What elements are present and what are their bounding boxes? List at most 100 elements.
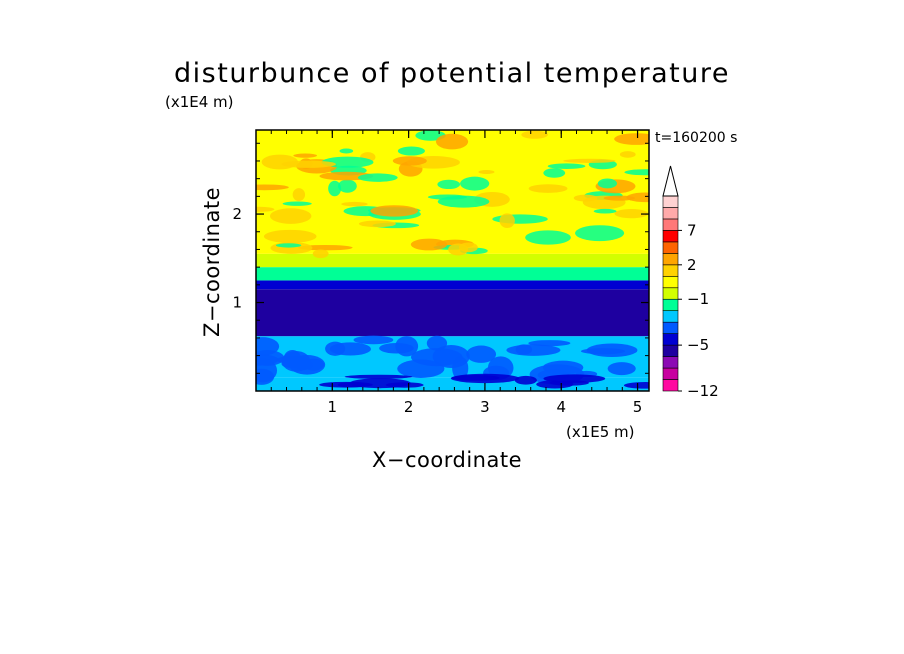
contour-blob-upper	[614, 133, 649, 145]
colorbar-swatch	[662, 241, 679, 254]
contour-blob-upper	[460, 176, 490, 191]
contour-blob-upper	[269, 208, 312, 224]
colorbar-swatch	[662, 207, 679, 220]
contour-blob-upper	[525, 230, 571, 245]
colorbar-swatch	[662, 367, 679, 380]
contour-blob-upper	[614, 208, 649, 219]
contour-blob-surface	[344, 374, 413, 379]
contour-band-2	[256, 289, 649, 337]
contour-blob-upper	[328, 180, 342, 197]
contour-blob-upper	[458, 242, 478, 253]
contour-blob-surface	[543, 374, 606, 383]
contour-blob-upper	[410, 238, 448, 251]
y-tick-label: 2	[232, 205, 242, 223]
x-tick-label: 4	[556, 398, 566, 416]
contour-blob-upper	[339, 148, 354, 154]
plot-frame	[255, 129, 650, 392]
colorbar-swatch	[662, 310, 679, 323]
contour-blob-lower	[426, 335, 448, 351]
contour-blob-upper	[543, 168, 566, 178]
contour-blob-upper	[341, 201, 368, 207]
contour-blob-upper	[593, 208, 617, 214]
colorbar-swatch	[662, 298, 679, 312]
contour-blob-upper	[312, 249, 329, 259]
contour-blob-upper	[521, 130, 548, 139]
y-tick-label: 1	[232, 294, 242, 312]
colorbar-swatch	[662, 379, 679, 392]
contour-blob-upper	[338, 179, 357, 193]
colorbar-label: −1	[687, 290, 709, 308]
colorbar: −12−5−127	[662, 165, 719, 400]
contour-blob-upper	[547, 163, 586, 169]
colorbar-swatch	[662, 287, 679, 300]
contour-blob-upper	[370, 205, 419, 217]
colorbar-swatch	[662, 253, 679, 266]
contour-blob-upper	[499, 213, 515, 228]
colorbar-swatch	[662, 195, 679, 208]
contour-blob-upper	[603, 195, 636, 201]
contour-blob-upper	[256, 206, 275, 212]
x-tick-label: 1	[328, 398, 338, 416]
contour-blob-upper	[597, 178, 617, 189]
contour-blob-upper	[397, 146, 425, 156]
contour-blob-surface	[385, 382, 424, 388]
colorbar-swatch	[662, 230, 679, 243]
x-axis-label: X−coordinate	[372, 448, 522, 472]
contour-blob-upper	[478, 169, 495, 174]
contour-blob-lower	[607, 362, 636, 376]
chart-title: disturbunce of potential temperature	[174, 58, 730, 89]
contour-blob-upper	[563, 158, 616, 163]
contour-blob-lower	[395, 336, 419, 357]
contour-blob-upper	[626, 192, 649, 203]
contour-blob-upper	[392, 156, 427, 166]
contour-blob-upper	[263, 229, 317, 243]
colorbar-swatch	[662, 333, 679, 346]
colorbar-label: −5	[687, 336, 709, 354]
contour-blob-lower	[452, 356, 469, 381]
contour-blob-surface	[514, 375, 537, 385]
contour-blob-upper	[281, 160, 336, 168]
colorbar-label: −12	[687, 382, 719, 400]
contour-blob-upper	[427, 194, 468, 200]
x-tick-label: 2	[404, 398, 414, 416]
time-annotation: t=160200 s	[655, 130, 738, 146]
colorbar-swatch	[662, 356, 679, 369]
contour-blob-lower	[580, 348, 626, 355]
colorbar-swatch	[662, 344, 679, 357]
contour-blob-upper	[435, 133, 469, 150]
contour-band-5	[256, 253, 649, 268]
contour-blob-upper	[528, 184, 568, 193]
colorbar-swatch	[662, 264, 679, 277]
contour-blob-lower	[288, 354, 326, 375]
colorbar-swatch	[662, 218, 679, 231]
y-unit-label: (x1E4 m)	[165, 93, 234, 111]
contour-band-4	[256, 267, 649, 281]
contour-blob-upper	[282, 201, 312, 206]
contour-blob-upper	[437, 179, 461, 190]
contour-blob-upper	[275, 243, 302, 248]
contour-blob-upper	[292, 188, 306, 202]
contour-blob-upper	[619, 151, 636, 158]
contour-blob-lower	[256, 368, 275, 385]
colorbar-extend-arrow	[662, 165, 679, 197]
contour-band-3	[256, 280, 649, 290]
colorbar-label: 2	[687, 256, 697, 274]
contour-blob-surface	[623, 382, 649, 389]
contour-blob-lower	[256, 337, 280, 356]
x-tick-label: 3	[480, 398, 490, 416]
contour-field	[256, 130, 649, 391]
contour-blob-upper	[575, 225, 625, 242]
colorbar-label: 7	[687, 221, 697, 239]
x-tick-label: 5	[633, 398, 643, 416]
contour-blob-lower	[466, 345, 497, 363]
contour-blob-upper	[358, 220, 396, 228]
contour-blob-upper	[624, 169, 649, 176]
contour-blob-lower	[353, 335, 394, 345]
axis-ticks: 1 2 3 4 5 1 2	[232, 130, 649, 416]
contour-blob-lower	[506, 344, 561, 356]
contour-blob-lower	[329, 342, 372, 356]
colorbar-swatch	[662, 321, 679, 334]
contour-blob-surface	[451, 375, 500, 381]
x-unit-label: (x1E5 m)	[566, 423, 635, 441]
